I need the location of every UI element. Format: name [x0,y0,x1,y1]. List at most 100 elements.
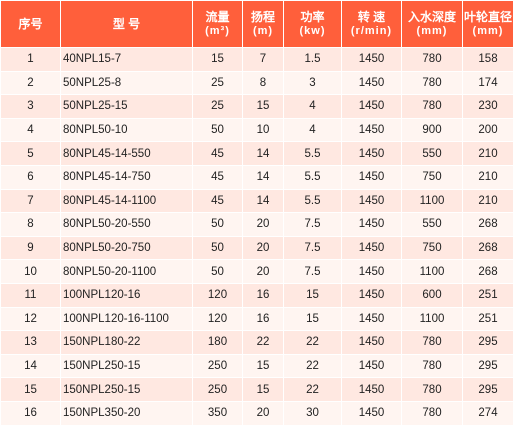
cell-impeller: 268 [463,236,513,260]
cell-impeller: 251 [463,283,513,307]
cell-depth: 780 [402,71,463,95]
cell-head: 7 [243,48,284,72]
cell-speed: 1450 [342,378,402,402]
cell-head: 14 [243,189,284,213]
cell-impeller: 158 [463,48,513,72]
header-row: 序号 型 号 流量(m³) 扬程(m) 功率(kw) 转 速(r/min) 入水… [1,1,513,48]
cell-flow: 50 [193,118,243,142]
cell-depth: 750 [402,236,463,260]
cell-depth: 1100 [402,189,463,213]
cell-head: 14 [243,142,284,166]
header-head: 扬程(m) [243,1,284,48]
cell-head: 15 [243,354,284,378]
header-speed-label: 转 速 [358,10,385,24]
cell-impeller: 295 [463,331,513,355]
cell-depth: 780 [402,48,463,72]
cell-impeller: 210 [463,142,513,166]
cell-head: 14 [243,165,284,189]
cell-power: 5.5 [284,189,342,213]
cell-speed: 1450 [342,236,402,260]
cell-no: 2 [1,71,61,95]
cell-speed: 1450 [342,118,402,142]
cell-depth: 780 [402,354,463,378]
cell-no: 13 [1,331,61,355]
header-depth: 入水深度(mm) [402,1,463,48]
cell-flow: 50 [193,260,243,284]
cell-head: 16 [243,307,284,331]
cell-power: 15 [284,283,342,307]
cell-flow: 180 [193,331,243,355]
cell-flow: 350 [193,401,243,425]
cell-no: 7 [1,189,61,213]
cell-impeller: 295 [463,354,513,378]
header-model-label: 型 号 [113,17,140,31]
cell-depth: 780 [402,95,463,119]
cell-model: 80NPL45-14-550 [61,142,193,166]
header-flow-label: 流量 [205,10,229,24]
cell-head: 20 [243,213,284,237]
header-impeller-label: 叶轮直径 [464,10,512,24]
cell-impeller: 268 [463,213,513,237]
cell-model: 150NPL250-15 [61,378,193,402]
cell-speed: 1450 [342,95,402,119]
header-speed-unit: (r/min) [342,24,401,38]
header-impeller: 叶轮直径(mm) [463,1,513,48]
header-depth-label: 入水深度 [408,10,456,24]
cell-head: 10 [243,118,284,142]
cell-depth: 750 [402,165,463,189]
cell-impeller: 210 [463,165,513,189]
cell-no: 10 [1,260,61,284]
cell-model: 150NPL250-15 [61,354,193,378]
cell-head: 15 [243,378,284,402]
cell-model: 50NPL25-15 [61,95,193,119]
cell-head: 8 [243,71,284,95]
cell-no: 3 [1,95,61,119]
cell-power: 7.5 [284,213,342,237]
cell-power: 22 [284,331,342,355]
cell-power: 15 [284,307,342,331]
cell-flow: 45 [193,165,243,189]
cell-power: 3 [284,71,342,95]
cell-model: 80NPL50-10 [61,118,193,142]
cell-power: 4 [284,118,342,142]
header-flow: 流量(m³) [193,1,243,48]
cell-speed: 1450 [342,331,402,355]
header-power-label: 功率 [300,10,324,24]
cell-flow: 250 [193,354,243,378]
cell-flow: 25 [193,71,243,95]
cell-model: 80NPL45-14-1100 [61,189,193,213]
cell-depth: 600 [402,283,463,307]
cell-head: 20 [243,260,284,284]
cell-flow: 25 [193,95,243,119]
header-speed: 转 速(r/min) [342,1,402,48]
header-no: 序号 [1,1,61,48]
cell-flow: 50 [193,213,243,237]
cell-model: 80NPL45-14-750 [61,165,193,189]
header-head-unit: (m) [243,24,283,38]
cell-no: 14 [1,354,61,378]
header-model: 型 号 [61,1,193,48]
cell-model: 80NPL50-20-550 [61,213,193,237]
cell-power: 22 [284,378,342,402]
cell-impeller: 200 [463,118,513,142]
cell-no: 4 [1,118,61,142]
cell-model: 150NPL180-22 [61,331,193,355]
header-power: 功率(kw) [284,1,342,48]
cell-head: 15 [243,95,284,119]
header-head-label: 扬程 [251,10,275,24]
cell-no: 12 [1,307,61,331]
cell-speed: 1450 [342,401,402,425]
